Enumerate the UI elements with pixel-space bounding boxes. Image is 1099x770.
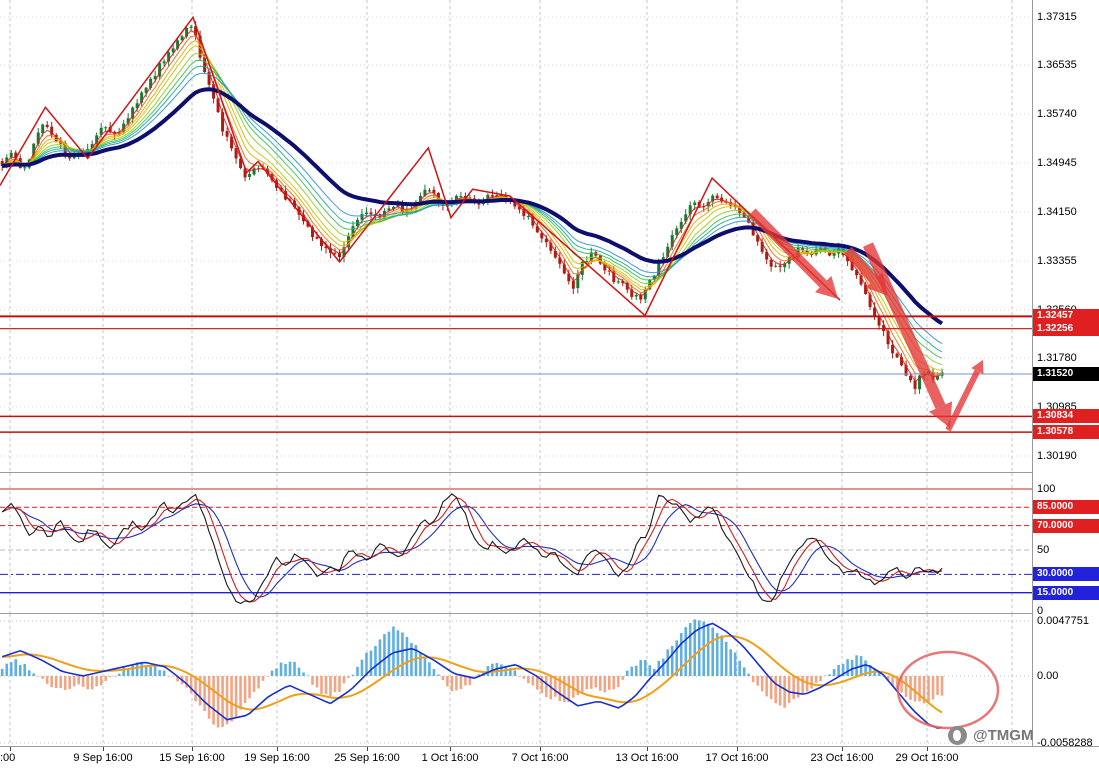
price-axis[interactable]: 1.37315 1.36535 1.35740 1.34945 1.34150 1.333…: [1033, 0, 1099, 750]
time-tick-label: 25 Sep 16:00: [334, 752, 400, 764]
axis-price-badge: 1.31520: [1033, 367, 1099, 382]
macd-panel[interactable]: [0, 614, 1032, 747]
time-tick-label: 23 Oct 16:00: [810, 752, 874, 764]
trend-arrow: [945, 359, 984, 432]
axis-price-badge: 1.32256: [1033, 321, 1099, 336]
zigzag-line: [0, 15, 841, 317]
axis-tick-label: 1.33355: [1037, 254, 1077, 267]
highlight-circle-annotation: [896, 650, 1000, 730]
time-tick-mark: [842, 747, 843, 751]
panel-divider: [0, 746, 1099, 747]
tmgm-logo-icon: [948, 726, 967, 745]
macd-main-line: [1, 622, 943, 730]
axis-price-badge: 1.30834: [1033, 409, 1099, 424]
axis-price-badge: 70.0000: [1033, 518, 1099, 533]
time-tick-mark: [450, 747, 451, 751]
axis-divider: [1032, 0, 1033, 746]
panel-divider[interactable]: [0, 613, 1099, 614]
time-axis[interactable]: :00 9 Sep 16:00 15 Sep 16:00 19 Sep 16:00 25…: [0, 747, 1099, 770]
axis-tick-label: 1.37315: [1037, 11, 1077, 23]
axis-tick-label: 1.31780: [1037, 352, 1077, 365]
oscillator-canvas: [0, 473, 1032, 613]
time-tick-label: 17 Oct 16:00: [705, 752, 769, 764]
time-tick-label: 1 Oct 16:00: [421, 752, 479, 764]
time-tick-mark: [103, 747, 104, 751]
axis-tick-label: 0.00: [1037, 670, 1059, 682]
watermark: @TMGM: [948, 726, 1033, 745]
axis-tick-label: -0.0058288: [1037, 737, 1093, 750]
axis-tick-label: 0.0047751: [1037, 615, 1089, 628]
axis-price-badge: 85.0000: [1033, 500, 1099, 515]
axis-tick-label: 0: [1037, 605, 1044, 617]
time-tick-mark: [277, 747, 278, 751]
axis-price-badge: 1.30578: [1033, 425, 1099, 440]
axis-tick-label: 1.34150: [1037, 206, 1077, 218]
axis-price-badge: 30.0000: [1033, 567, 1099, 582]
watermark-label: @TMGM: [973, 727, 1034, 744]
time-tick-label: 29 Oct 16:00: [895, 752, 959, 764]
time-tick-mark: [540, 747, 541, 751]
axis-tick-label: 1.34945: [1037, 157, 1077, 170]
axis-price-badge: 15.0000: [1033, 585, 1099, 600]
time-tick-label: 19 Sep 16:00: [244, 752, 310, 764]
panel-divider[interactable]: [0, 472, 1099, 473]
time-tick-mark: [192, 747, 193, 751]
axis-tick-label: 50: [1037, 544, 1050, 556]
candles-layer: [0, 21, 944, 395]
axis-tick-label: 1.35740: [1037, 108, 1077, 121]
time-tick-label: 9 Sep 16:00: [73, 752, 133, 764]
oscillator-slow-line: [1, 503, 943, 598]
axis-tick-label: 1.36535: [1037, 59, 1077, 72]
time-tick-mark: [10, 747, 11, 751]
time-tick-mark: [927, 747, 928, 751]
time-tick-label: 13 Oct 16:00: [615, 752, 679, 764]
macd-signal-line: [2, 634, 943, 714]
trend-arrow: [862, 242, 953, 428]
slow-ma-line: [1, 87, 944, 326]
oscillator-main-line: [1, 493, 943, 605]
oscillator-signal-line: [1, 497, 943, 603]
time-tick-mark: [737, 747, 738, 751]
axis-tick-label: 100: [1037, 483, 1056, 495]
oscillator-panel[interactable]: [0, 473, 1032, 613]
macd-canvas: [0, 614, 1032, 747]
macd-histogram: [0, 619, 944, 728]
price-chart-panel[interactable]: [0, 0, 1032, 472]
axis-tick-label: 1.30190: [1037, 450, 1077, 462]
axis-price-badge: 1.32457: [1033, 309, 1099, 324]
trend-arrow: [748, 208, 838, 299]
time-tick-label: :00: [0, 752, 16, 764]
time-tick-mark: [647, 747, 648, 751]
time-tick-label: 7 Oct 16:00: [511, 752, 569, 764]
time-tick-label: 15 Sep 16:00: [159, 752, 225, 764]
time-tick-mark: [367, 747, 368, 751]
price-chart-canvas: [0, 0, 1032, 472]
